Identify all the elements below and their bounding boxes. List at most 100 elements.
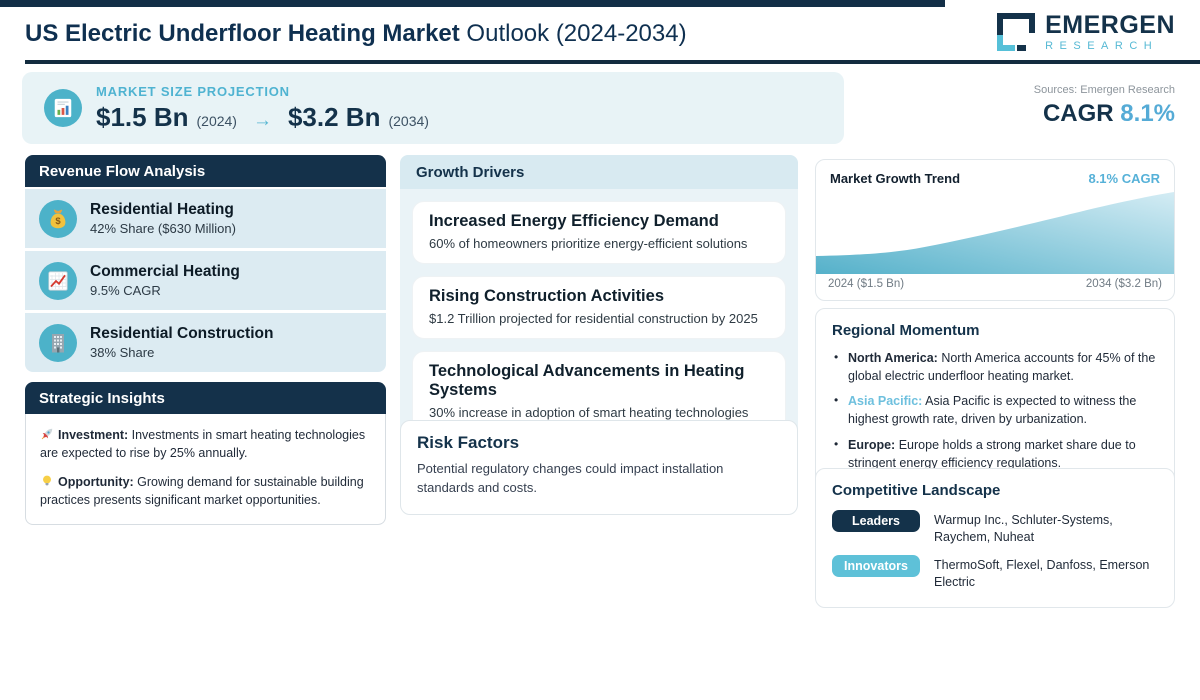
- rocket-icon: [41, 428, 53, 440]
- emergen-logo: EMERGEN RESEARCH: [996, 12, 1175, 52]
- strategic-insights-header: Strategic Insights: [25, 382, 386, 414]
- growth-drivers-header: Growth Drivers: [400, 155, 798, 189]
- arrow-right-icon: →: [252, 109, 272, 131]
- list-item-asia-pacific: • Asia Pacific: Asia Pacific is expected…: [832, 392, 1158, 428]
- region-text: Europe holds a strong market share due t…: [848, 437, 1136, 470]
- trend-label-end: 2034 ($3.2 Bn): [1085, 278, 1162, 290]
- region-text: North America accounts for 45% of the gl…: [848, 351, 1156, 384]
- list-item-subtitle: 42% Share ($630 Million): [90, 221, 236, 236]
- cagr-line: CAGR 8.1%: [1034, 100, 1175, 128]
- strategic-insights-body: Investment: Investments in smart heating…: [25, 414, 386, 525]
- sources-block: Sources: Emergen Research CAGR 8.1%: [1034, 84, 1175, 128]
- page-title-sub: Outlook (2024-2034): [459, 20, 687, 47]
- office-building-icon: [52, 333, 64, 352]
- driver-card-technology: Technological Advancements in Heating Sy…: [412, 350, 786, 434]
- market-size-banner: MARKET SIZE PROJECTION $1.5 Bn (2024) → …: [22, 72, 844, 144]
- innovators-companies: ThermoSoft, Flexel, Danfoss, Emerson Ele…: [934, 557, 1150, 589]
- list-item-commercial-heating: Commercial Heating 9.5% CAGR: [25, 251, 386, 310]
- risk-factors-card: Risk Factors Potential regulatory change…: [400, 420, 798, 515]
- list-item-residential-heating: $ Residential Heating 42% Share ($630 Mi…: [25, 189, 386, 248]
- region-text: Asia Pacific is expected to witness the …: [848, 394, 1137, 427]
- bullet-icon: •: [834, 436, 839, 451]
- growth-drivers-body: Increased Energy Efficiency Demand 60% o…: [400, 189, 798, 448]
- icon-circle: $: [39, 199, 77, 238]
- banner-text: MARKET SIZE PROJECTION $1.5 Bn (2024) → …: [96, 84, 429, 133]
- svg-text:$: $: [55, 216, 61, 227]
- sources-note: Sources: Emergen Research: [1033, 84, 1175, 96]
- leaders-badge: Leaders: [832, 510, 920, 532]
- regional-momentum-title: Regional Momentum: [832, 322, 980, 339]
- list-item-subtitle: 9.5% CAGR: [90, 283, 161, 298]
- strategic-insights-panel: Strategic Insights Investment: Investmen…: [25, 382, 386, 525]
- title-divider: [25, 60, 1200, 64]
- insight-label: Opportunity:: [58, 475, 134, 490]
- driver-card-construction: Rising Construction Activities $1.2 Tril…: [412, 275, 786, 339]
- regional-momentum-card: Regional Momentum • North America: North…: [815, 308, 1175, 488]
- banner-values: $1.5 Bn (2024) → $3.2 Bn (2034): [96, 102, 429, 133]
- market-size-2024: $1.5 Bn: [96, 101, 189, 132]
- lightbulb-icon: [43, 475, 51, 486]
- table-row-leaders: Leaders Warmup Inc., Schluter-Systems, R…: [832, 510, 1158, 546]
- year-2034: (2034): [388, 112, 429, 129]
- list-item-europe: • Europe: Europe holds a strong market s…: [832, 436, 1158, 472]
- logo-subname: RESEARCH: [1045, 39, 1159, 52]
- insight-text: Investments in smart heating technologie…: [40, 428, 366, 461]
- list-item-subtitle: 38% Share: [90, 345, 155, 360]
- bar-chart-icon: [54, 98, 72, 118]
- risk-factors-text: Potential regulatory changes could impac…: [417, 461, 724, 495]
- trend-axis-labels: 2024 ($1.5 Bn) 2034 ($3.2 Bn): [816, 274, 1174, 300]
- revenue-flow-panel: Revenue Flow Analysis $ Residential Heat…: [25, 155, 386, 372]
- list-item-north-america: • North America: North America accounts …: [832, 349, 1158, 385]
- region-label: North America:: [848, 351, 938, 365]
- trend-head: Market Growth Trend 8.1% CAGR: [816, 160, 1174, 192]
- driver-text: 30% increase in adoption of smart heatin…: [429, 405, 749, 421]
- chart-increasing-icon: [48, 270, 68, 291]
- page-title: US Electric Underfloor Heating Market Ou…: [25, 20, 687, 48]
- growth-drivers-panel: Growth Drivers Increased Energy Efficien…: [400, 155, 798, 448]
- market-growth-trend-card: Market Growth Trend 8.1% CAGR 2024 ($1.5…: [815, 159, 1175, 301]
- competitive-landscape-title: Competitive Landscape: [832, 482, 1001, 499]
- banner-label: MARKET SIZE PROJECTION: [96, 83, 290, 99]
- list-item-texts: Residential Heating 42% Share ($630 Mill…: [90, 201, 236, 236]
- trend-label-start: 2024 ($1.5 Bn): [828, 278, 905, 290]
- regional-list: • North America: North America accounts …: [832, 349, 1158, 472]
- logo-text: EMERGEN RESEARCH: [1045, 10, 1175, 52]
- driver-title: Rising Construction Activities: [429, 286, 664, 305]
- insight-investment: Investment: Investments in smart heating…: [40, 426, 371, 462]
- logo-name: EMERGEN: [1045, 10, 1175, 39]
- insight-label: Investment:: [58, 428, 129, 442]
- driver-title: Increased Energy Efficiency Demand: [429, 212, 719, 230]
- logo-backdrop: [945, 0, 1200, 60]
- list-item-residential-construction: Residential Construction 38% Share: [25, 313, 386, 372]
- trend-title: Market Growth Trend: [830, 171, 961, 186]
- cagr-label: CAGR: [1042, 100, 1114, 127]
- icon-circle: [39, 261, 77, 300]
- risk-factors-title: Risk Factors: [417, 433, 520, 452]
- region-label: Asia Pacific:: [848, 394, 923, 409]
- competitive-landscape-card: Competitive Landscape Leaders Warmup Inc…: [815, 468, 1175, 608]
- bullet-icon: •: [834, 350, 839, 364]
- driver-text: $1.2 Trillion projected for residential …: [429, 310, 758, 326]
- innovators-badge: Innovators: [832, 554, 920, 577]
- insight-opportunity: Opportunity: Growing demand for sustaina…: [40, 473, 371, 509]
- bullet-icon: •: [834, 393, 839, 408]
- region-label: Europe:: [848, 437, 896, 452]
- market-size-2034: $3.2 Bn: [287, 101, 381, 132]
- money-bag-icon: $: [50, 209, 66, 228]
- revenue-flow-rows: $ Residential Heating 42% Share ($630 Mi…: [25, 189, 386, 372]
- banner-icon-circle: [44, 89, 82, 127]
- emergen-logo-mark-icon: [997, 13, 1036, 51]
- driver-card-energy-efficiency: Increased Energy Efficiency Demand 60% o…: [412, 201, 786, 264]
- icon-circle: [39, 323, 77, 362]
- trend-cagr-badge: 8.1% CAGR: [1088, 171, 1160, 186]
- list-item-title: Residential Heating: [90, 201, 234, 218]
- page-title-main: US Electric Underfloor Heating Market: [25, 20, 460, 47]
- table-row-innovators: Innovators ThermoSoft, Flexel, Danfoss, …: [832, 554, 1158, 591]
- list-item-title: Residential Construction: [90, 325, 274, 342]
- list-item-title: Commercial Heating: [90, 263, 240, 280]
- year-2024: (2024): [196, 112, 237, 129]
- cagr-value: 8.1%: [1120, 100, 1175, 127]
- driver-title: Technological Advancements in Heating Sy…: [429, 361, 745, 400]
- growth-area-chart: [816, 192, 1174, 274]
